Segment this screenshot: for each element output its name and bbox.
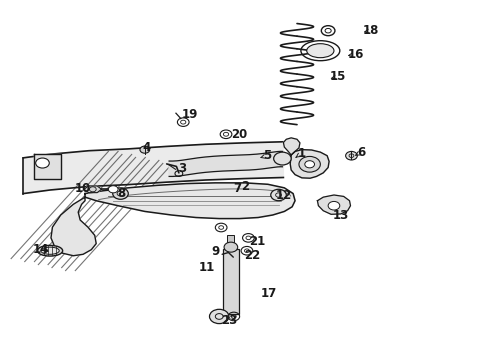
Text: 18: 18: [362, 24, 378, 37]
Circle shape: [327, 202, 339, 210]
Circle shape: [224, 242, 237, 252]
Polygon shape: [283, 138, 299, 155]
Circle shape: [108, 186, 118, 193]
Polygon shape: [23, 142, 283, 194]
Text: 1: 1: [297, 147, 305, 160]
Polygon shape: [34, 154, 61, 179]
Circle shape: [270, 189, 286, 201]
Circle shape: [304, 161, 314, 168]
Circle shape: [209, 309, 228, 324]
Polygon shape: [84, 186, 102, 193]
Text: 17: 17: [260, 287, 276, 300]
Circle shape: [36, 158, 49, 168]
Polygon shape: [85, 183, 294, 219]
Text: 8: 8: [117, 187, 125, 200]
Polygon shape: [51, 197, 96, 256]
Bar: [227, 235, 234, 249]
Text: 3: 3: [178, 162, 186, 175]
Text: 12: 12: [275, 189, 291, 202]
Ellipse shape: [37, 246, 62, 256]
Text: 13: 13: [332, 209, 348, 222]
Polygon shape: [169, 151, 282, 176]
Text: 16: 16: [347, 48, 364, 61]
Text: 6: 6: [356, 146, 365, 159]
Text: 19: 19: [182, 108, 198, 121]
Circle shape: [345, 152, 357, 160]
Text: 23: 23: [221, 314, 237, 327]
Text: 5: 5: [262, 149, 270, 162]
Text: 21: 21: [248, 235, 264, 248]
Text: 10: 10: [75, 183, 91, 195]
Text: 7: 7: [233, 183, 241, 195]
Text: 22: 22: [244, 249, 260, 262]
Text: 4: 4: [142, 141, 150, 154]
Text: 2: 2: [241, 180, 249, 193]
Text: 11: 11: [198, 261, 214, 274]
Ellipse shape: [41, 247, 59, 254]
Bar: [223, 249, 238, 314]
Circle shape: [113, 188, 128, 199]
Circle shape: [140, 146, 149, 153]
Circle shape: [273, 152, 290, 165]
Text: 15: 15: [329, 70, 346, 83]
Circle shape: [298, 157, 320, 172]
Text: 9: 9: [211, 245, 219, 258]
Text: 14: 14: [33, 243, 49, 256]
Polygon shape: [317, 195, 350, 214]
Polygon shape: [289, 150, 328, 178]
Ellipse shape: [306, 44, 333, 58]
Text: 20: 20: [231, 128, 247, 141]
